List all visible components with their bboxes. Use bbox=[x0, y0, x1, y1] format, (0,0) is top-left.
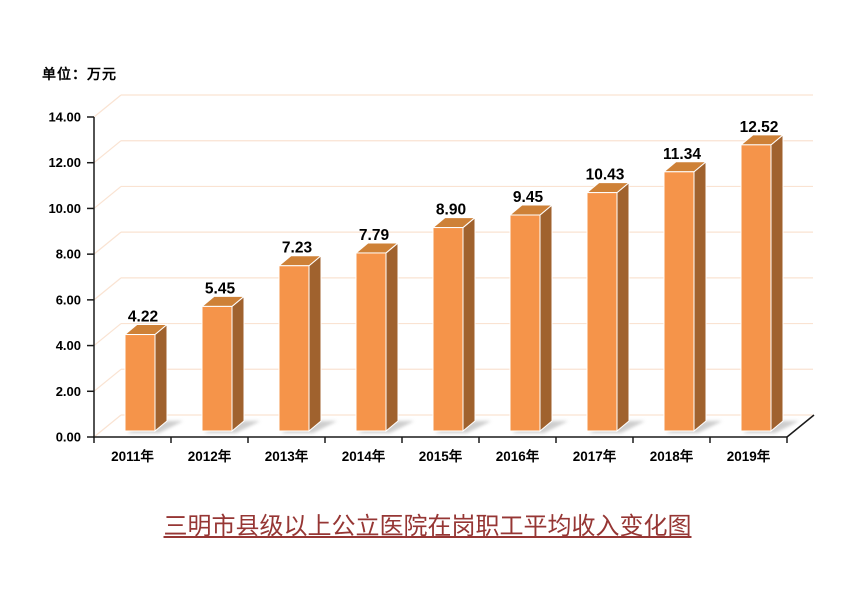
bar-front-face bbox=[586, 192, 618, 432]
x-axis-label: 2012年 bbox=[188, 448, 232, 464]
y-axis-label: 2.00 bbox=[56, 384, 81, 399]
x-axis-label: 2019年 bbox=[727, 448, 771, 464]
bar-value-label: 10.43 bbox=[586, 167, 625, 184]
gridline-diagonal bbox=[93, 414, 122, 438]
bar-value-label: 7.23 bbox=[282, 240, 313, 257]
unit-label: 单位：万元 bbox=[42, 66, 117, 82]
chart-title: 三明市县级以上公立医院在岗职工平均收入变化图 bbox=[163, 514, 692, 540]
y-axis-label: 12.00 bbox=[48, 155, 81, 170]
bar-front-face bbox=[663, 171, 695, 432]
x-axis-label: 2016年 bbox=[496, 448, 540, 464]
gridline-diagonal bbox=[93, 94, 122, 118]
gridline-diagonal bbox=[93, 140, 122, 164]
bar-side-face bbox=[385, 241, 399, 433]
bar-front-face bbox=[124, 334, 156, 432]
y-axis-label: 0.00 bbox=[56, 430, 81, 445]
bar-value-label: 12.52 bbox=[740, 119, 779, 136]
bar-side-face bbox=[231, 295, 245, 433]
y-axis-label: 10.00 bbox=[48, 201, 81, 216]
bar-front-face bbox=[509, 214, 541, 432]
bar-chart-canvas: 0.00 2.00 4.00 6.00 8.00 10.00 12.00 14.00 2011年… bbox=[48, 94, 815, 464]
gridline-diagonal bbox=[93, 277, 122, 301]
floor-right-edge bbox=[786, 414, 815, 438]
bar-front-face bbox=[278, 265, 310, 432]
bar-side-face bbox=[693, 160, 707, 433]
gridline-diagonal bbox=[93, 323, 122, 347]
bar-side-face bbox=[308, 254, 322, 433]
x-axis-label: 2018年 bbox=[650, 448, 694, 464]
bar-value-label: 4.22 bbox=[128, 309, 158, 326]
bar-value-label: 9.45 bbox=[513, 189, 544, 206]
y-axis-label: 6.00 bbox=[56, 292, 81, 307]
x-axis-label: 2015年 bbox=[419, 448, 463, 464]
bar-side-face bbox=[154, 323, 168, 433]
bar-value-label: 7.79 bbox=[359, 227, 390, 244]
bar-front-face bbox=[355, 252, 387, 432]
bar-value-label: 8.90 bbox=[436, 202, 466, 219]
bar-front-face bbox=[432, 227, 464, 432]
y-axis-label: 8.00 bbox=[56, 247, 81, 262]
gridline-diagonal bbox=[93, 185, 122, 209]
gridline-diagonal bbox=[93, 368, 122, 392]
bar-front-face bbox=[740, 144, 772, 432]
gridline-diagonal bbox=[93, 231, 122, 255]
x-axis-label: 2013年 bbox=[265, 448, 309, 464]
x-axis-label: 2011年 bbox=[111, 448, 154, 464]
y-axis-label: 14.00 bbox=[48, 110, 81, 125]
bar-side-face bbox=[616, 181, 630, 433]
x-axis-label: 2014年 bbox=[342, 448, 386, 464]
bar-front-face bbox=[201, 305, 233, 432]
bar-value-label: 11.34 bbox=[663, 146, 701, 163]
bar-value-label: 5.45 bbox=[205, 280, 236, 297]
x-axis-label: 2017年 bbox=[573, 448, 617, 464]
bar-side-face bbox=[539, 203, 553, 433]
bar-side-face bbox=[770, 133, 784, 433]
bar-side-face bbox=[462, 216, 476, 433]
y-axis-label: 4.00 bbox=[56, 338, 81, 353]
